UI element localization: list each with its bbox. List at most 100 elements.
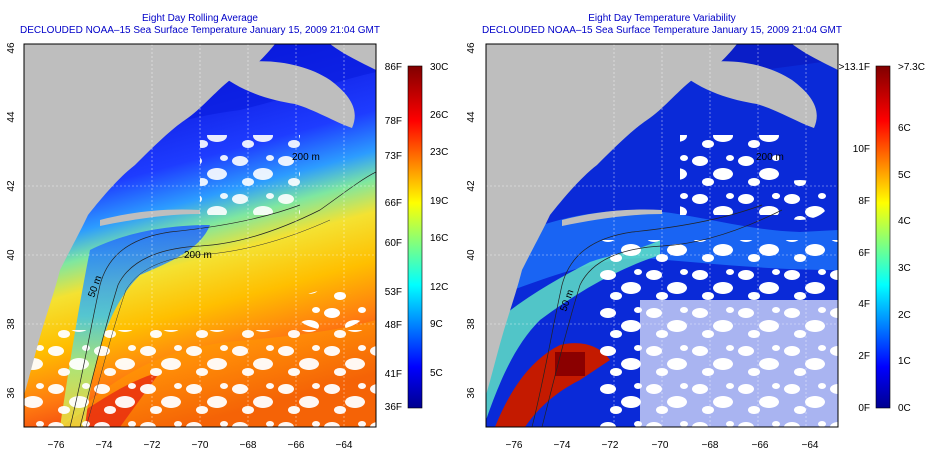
colorbar-f-label: 66F <box>385 198 402 209</box>
colorbar-c-label: 9C <box>430 319 443 330</box>
lon-tick-label: −64 <box>336 440 353 451</box>
colorbar-f-label: 2F <box>858 351 870 362</box>
lat-tick-label: 38 <box>6 318 17 330</box>
contour-200m <box>541 209 783 427</box>
lat-tick-label: 42 <box>466 180 477 192</box>
lon-tick-label: −72 <box>144 440 161 451</box>
land-mainland <box>24 44 275 395</box>
colorbar-f-label: 48F <box>385 320 402 331</box>
graticule <box>486 44 838 427</box>
lon-tick-label: −66 <box>288 440 305 451</box>
lon-tick-label: −68 <box>702 440 719 451</box>
contour-deep <box>85 219 331 427</box>
lat-tick-label: 44 <box>466 111 477 123</box>
contour-label: 200 m <box>184 250 212 261</box>
colorbar-f-label: 36F <box>385 402 402 413</box>
shelf-water <box>60 225 210 427</box>
lon-axis: −76 −74 −72 −70 −68 −66 −64 <box>506 440 819 451</box>
graticule <box>24 44 376 427</box>
lon-tick-label: −66 <box>752 440 769 451</box>
colorbar-f-label: 0F <box>858 403 870 414</box>
colorbar-c-label: >7.3C <box>898 62 925 73</box>
land-long-island <box>100 209 200 226</box>
land-newfoundland <box>330 44 376 70</box>
colorbar-c-label: 30C <box>430 62 448 73</box>
lon-tick-label: −74 <box>554 440 571 451</box>
cloud-patch <box>770 180 830 220</box>
map-panel-variability: Eight Day Temperature Variability DECLOU… <box>466 13 925 451</box>
colorbar-variability: >13.1F 10F 8F 6F 4F 2F 0F >7.3C 6C 5C 4C… <box>839 62 925 414</box>
lat-tick-label: 38 <box>466 318 477 330</box>
lat-tick-label: 36 <box>466 387 477 399</box>
lat-tick-label: 46 <box>6 42 17 54</box>
panel-title: Eight Day Temperature Variability <box>588 13 735 24</box>
lon-tick-label: −64 <box>802 440 819 451</box>
colorbar-c-label: 4C <box>898 216 911 227</box>
lon-tick-label: −76 <box>48 440 65 451</box>
cloud-patch <box>294 290 366 330</box>
peak-variability <box>555 352 585 376</box>
lat-tick-label: 42 <box>6 180 17 192</box>
colorbar-c-label: 6C <box>898 123 911 134</box>
cloud-mask-gulf-of-maine <box>200 135 300 215</box>
map-frame <box>485 43 839 428</box>
lon-tick-label: −76 <box>506 440 523 451</box>
colorbar-c-label: 0C <box>898 403 911 414</box>
cloud-mask-dense <box>640 300 838 427</box>
lat-tick-label: 44 <box>6 111 17 123</box>
lat-tick-label: 40 <box>6 249 17 261</box>
lat-axis: 46 44 42 40 38 36 <box>466 42 477 399</box>
colorbar-f-label: 41F <box>385 369 402 380</box>
colorbar-temperature: 86F 78F 73F 66F 60F 53F 48F 41F 36F 30C … <box>385 62 449 413</box>
land-nova-scotia <box>677 61 817 128</box>
colorbar-c-label: 19C <box>430 196 448 207</box>
contour-50m <box>69 204 301 427</box>
lon-tick-label: −72 <box>602 440 619 451</box>
lon-tick-label: −70 <box>192 440 209 451</box>
cloud-mask-gulf-of-maine <box>680 135 780 215</box>
colorbar-f-label: 78F <box>385 116 402 127</box>
colorbar-c-label: 2C <box>898 310 911 321</box>
lon-tick-label: −68 <box>240 440 257 451</box>
colorbar-f-label: 6F <box>858 248 870 259</box>
lat-tick-label: 36 <box>6 387 17 399</box>
contour-50m <box>531 204 763 427</box>
map-area: 50 m 200 m <box>486 44 838 427</box>
panel-title: Eight Day Rolling Average <box>142 13 258 24</box>
colorbar-c-label: 23C <box>430 147 448 158</box>
lon-tick-label: −74 <box>96 440 113 451</box>
colorbar-f-label: 4F <box>858 299 870 310</box>
contour-200m <box>79 171 376 427</box>
map-area: 50 m 200 m 200 m <box>24 44 376 427</box>
lat-tick-label: 40 <box>466 249 477 261</box>
lon-axis: −76 −74 −72 −70 −68 −66 −64 <box>48 440 353 451</box>
colorbar-ramp <box>875 65 891 409</box>
colorbar-ramp <box>407 65 423 409</box>
colorbar-c-label: 3C <box>898 263 911 274</box>
land-newfoundland <box>792 44 838 70</box>
map-panel-average: Eight Day Rolling Average DECLOUDED NOAA… <box>6 13 448 451</box>
colorbar-c-label: 1C <box>898 356 911 367</box>
colorbar-f-label: 10F <box>853 144 870 155</box>
colorbar-f-label: >13.1F <box>839 62 870 73</box>
colorbar-f-label: 86F <box>385 62 402 73</box>
panel-subtitle: DECLOUDED NOAA–15 Sea Surface Temperatur… <box>20 25 380 36</box>
panel-subtitle: DECLOUDED NOAA–15 Sea Surface Temperatur… <box>482 25 842 36</box>
colorbar-f-label: 73F <box>385 151 402 162</box>
land-mainland <box>486 44 737 395</box>
colorbar-f-label: 8F <box>858 196 870 207</box>
colorbar-c-label: 16C <box>430 233 448 244</box>
contour-label: 200 m <box>756 152 784 163</box>
colorbar-c-label: 26C <box>430 110 448 121</box>
lat-axis: 46 44 42 40 38 36 <box>6 42 17 399</box>
colorbar-c-label: 5C <box>430 368 443 379</box>
colorbar-c-label: 5C <box>898 170 911 181</box>
land-nova-scotia <box>215 61 355 128</box>
land-long-island <box>562 209 662 226</box>
lat-tick-label: 46 <box>466 42 477 54</box>
colorbar-f-label: 53F <box>385 287 402 298</box>
map-frame <box>23 43 377 428</box>
contour-label: 200 m <box>292 152 320 163</box>
colorbar-c-label: 12C <box>430 282 448 293</box>
